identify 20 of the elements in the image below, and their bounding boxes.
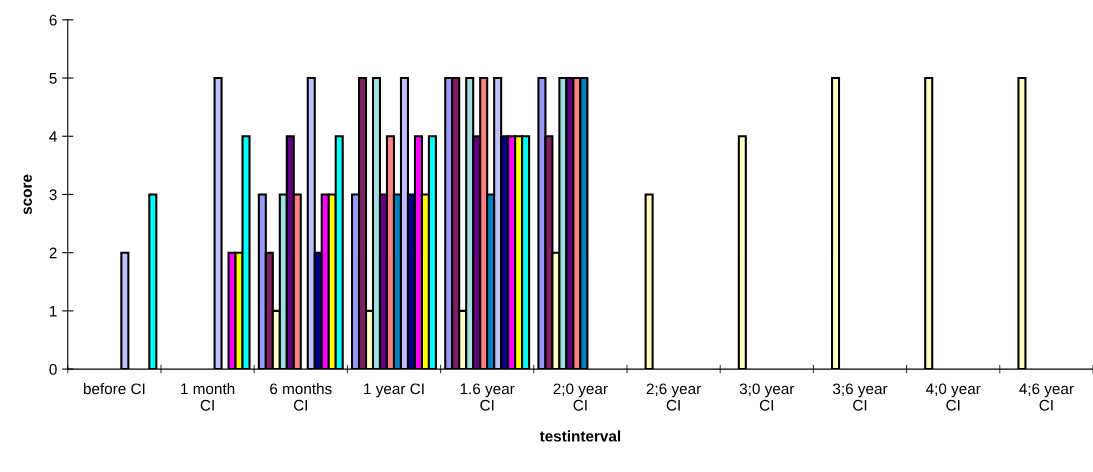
- y-tick-label: 0: [49, 363, 57, 375]
- x-tick-label: 2;6 year CI: [646, 383, 701, 411]
- x-tick-label: 4;0 year CI: [925, 383, 981, 411]
- y-axis-title: score: [23, 174, 32, 215]
- x-tick-label: 2;0 year CI: [553, 383, 608, 411]
- x-tick-label: 1.6 year CI: [460, 383, 515, 411]
- x-tick-label: 6 months CI: [270, 382, 332, 411]
- x-tick-label: 1 year CI: [364, 383, 424, 398]
- y-tick-label: 6: [49, 14, 57, 26]
- y-tick-label: 2: [49, 247, 57, 259]
- x-tick-label: 3;0 year CI: [739, 383, 795, 411]
- x-tick-label: 4;6 year CI: [1019, 383, 1074, 411]
- x-tick-label: 1 month CI: [181, 382, 235, 411]
- y-tick-label: 5: [49, 73, 57, 84]
- y-tick-label: 3: [49, 189, 57, 201]
- x-tick-label: before CI: [83, 382, 145, 395]
- y-tick-label: 1: [50, 305, 57, 317]
- x-axis-title: testinterval: [539, 430, 621, 442]
- x-tick-label: 3;6 year CI: [832, 383, 888, 411]
- y-tick-label: 4: [49, 131, 57, 142]
